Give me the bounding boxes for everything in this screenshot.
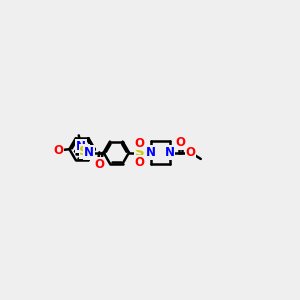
Text: S: S [135, 146, 145, 159]
Text: N: N [165, 146, 175, 159]
Text: N: N [84, 146, 94, 159]
Text: O: O [94, 158, 104, 170]
Text: O: O [135, 156, 145, 169]
Text: O: O [176, 136, 185, 149]
Text: O: O [186, 146, 196, 159]
Text: O: O [53, 144, 63, 157]
Text: N: N [76, 140, 86, 153]
Text: N: N [146, 146, 156, 159]
Text: S: S [80, 145, 89, 158]
Text: O: O [135, 136, 145, 150]
